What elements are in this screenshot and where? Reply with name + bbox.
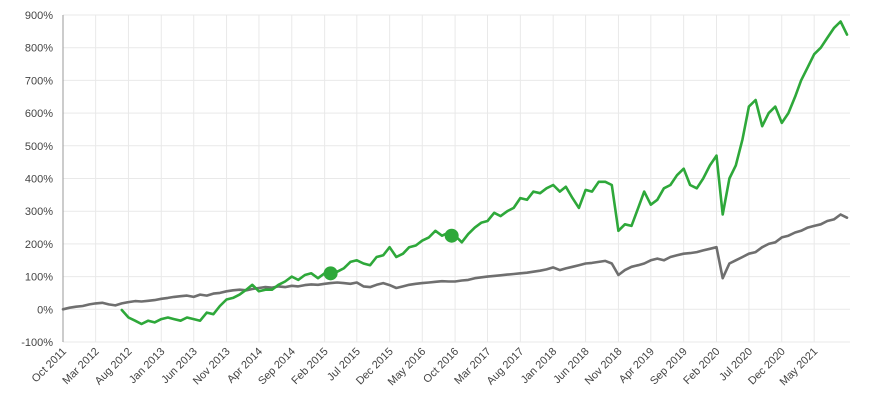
y-tick-label: 200% — [25, 239, 53, 251]
y-tick-label: 0% — [37, 304, 53, 316]
y-tick-label: -100% — [21, 337, 53, 349]
y-tick-label: 700% — [25, 75, 53, 87]
y-tick-label: 800% — [25, 43, 53, 55]
series-line-0 — [120, 20, 849, 326]
event-marker-0[interactable] — [323, 266, 338, 281]
y-tick-label: 900% — [25, 10, 53, 22]
y-tick-label: 300% — [25, 206, 53, 218]
chart-series — [61, 20, 849, 326]
y-axis-labels: -100% 0% 100% 200% 300% 400% 500% 600% 700% 800% 9… — [21, 10, 53, 349]
y-tick-label: 100% — [25, 272, 53, 284]
chart-grid — [62, 14, 850, 343]
y-tick-label: 400% — [25, 174, 53, 186]
y-tick-label: 600% — [25, 108, 53, 120]
event-marker-1[interactable] — [444, 228, 459, 243]
series-line-1 — [61, 213, 849, 311]
y-tick-label: 500% — [25, 141, 53, 153]
chart-markers — [323, 228, 459, 281]
